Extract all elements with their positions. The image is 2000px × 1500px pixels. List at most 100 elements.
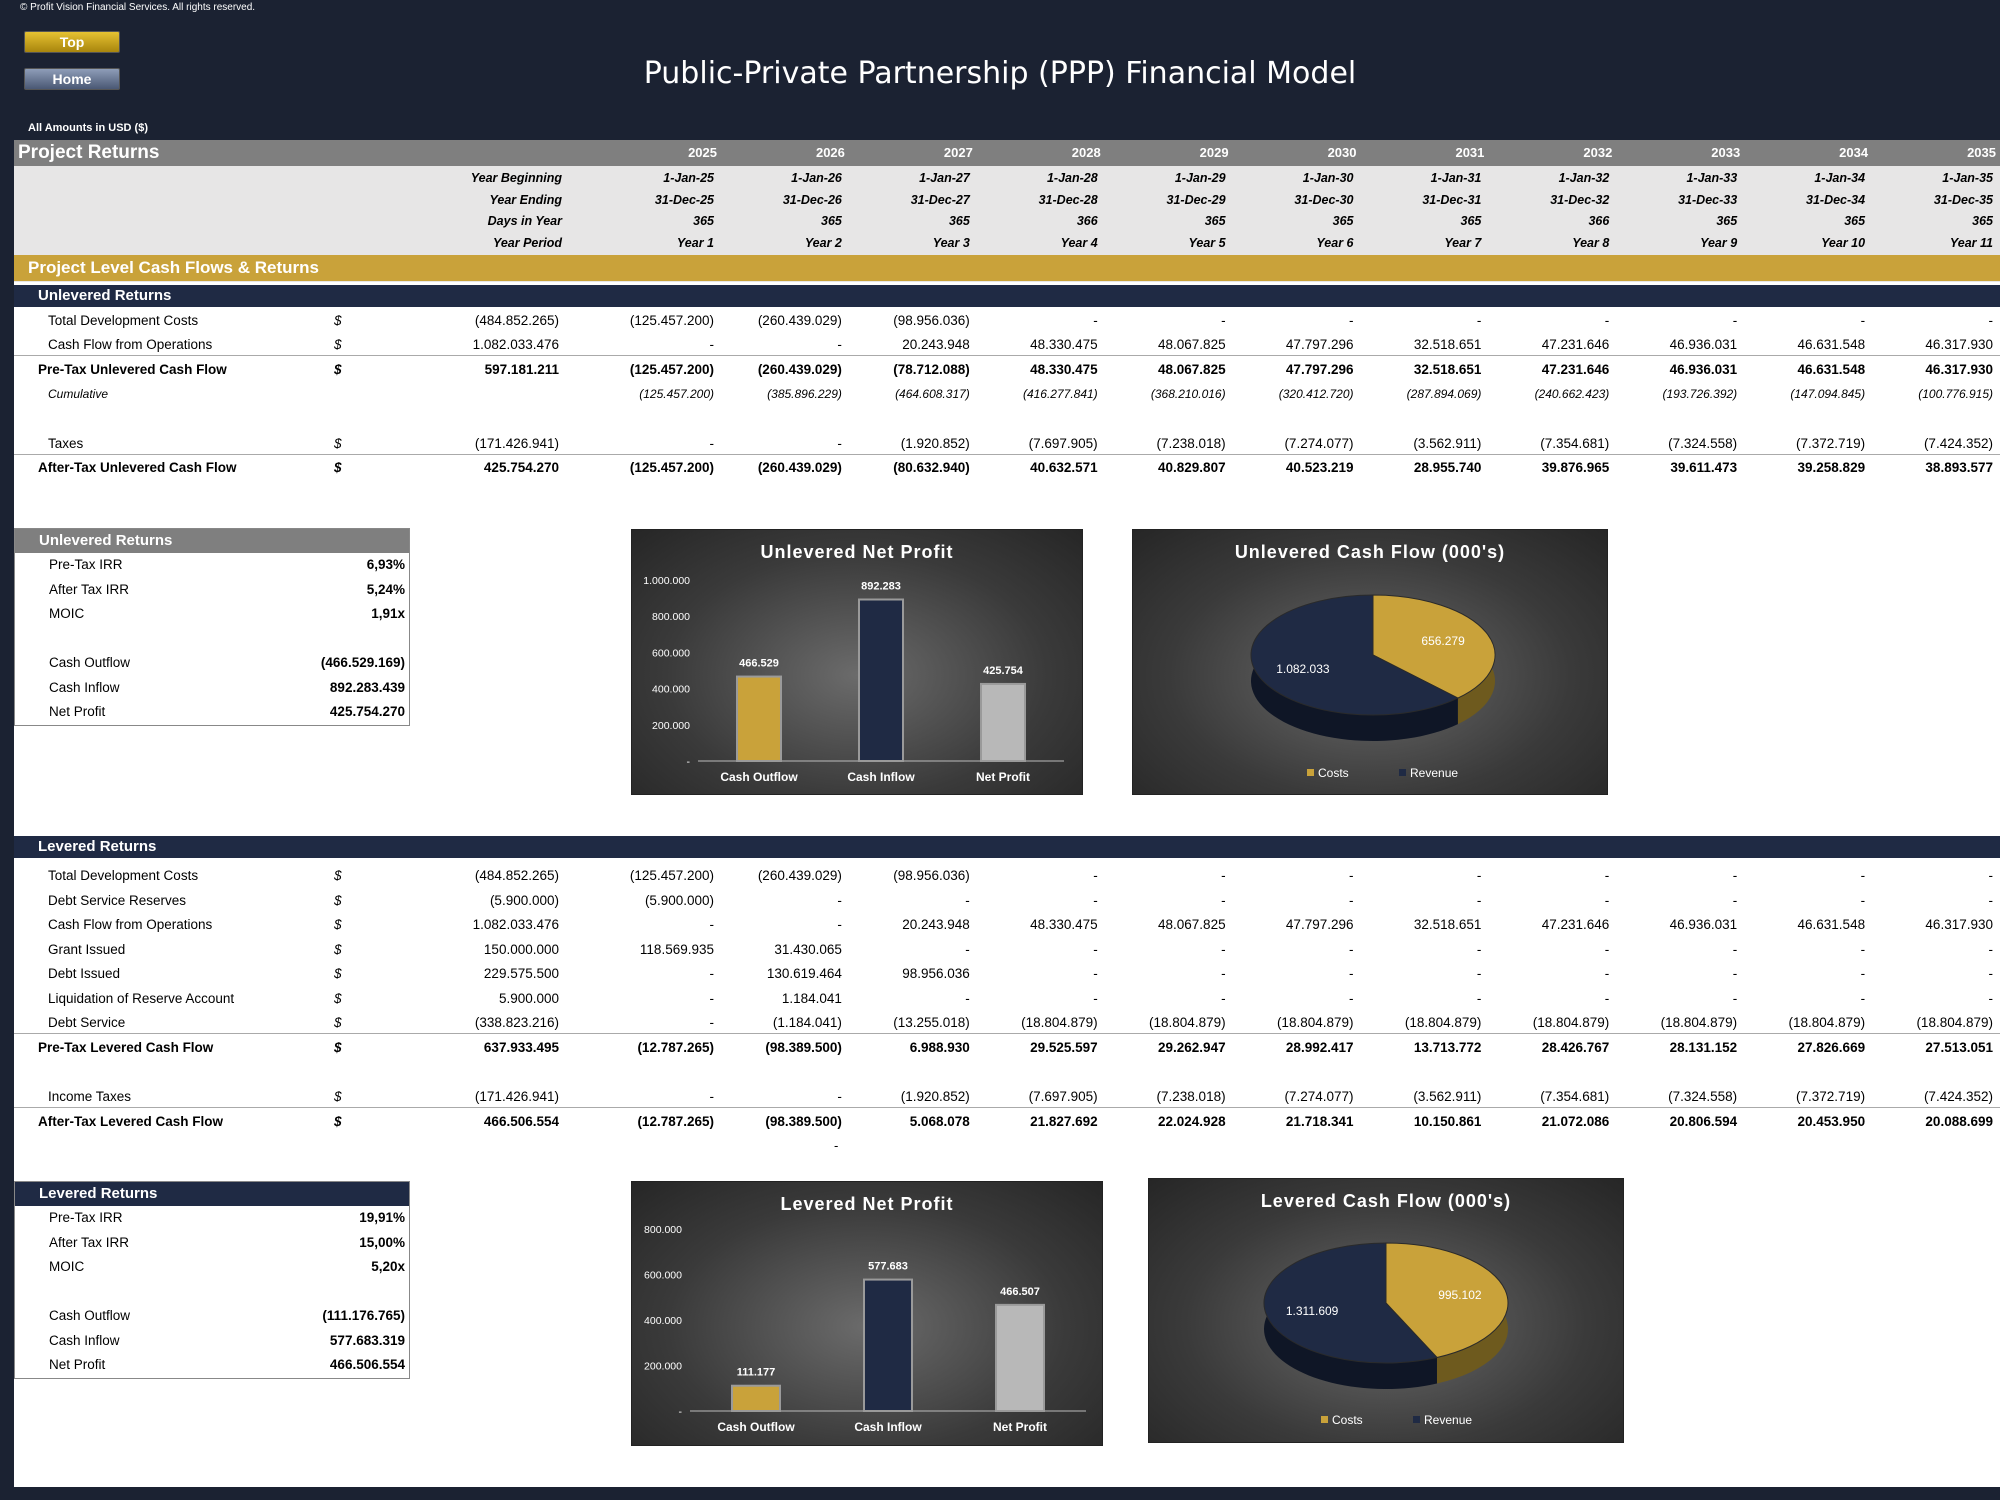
row-total: (484.852.265) bbox=[474, 868, 559, 883]
table-cell: (18.804.879) bbox=[1532, 1015, 1610, 1030]
summary-label: Net Profit bbox=[49, 704, 106, 719]
year-header: 2027 bbox=[943, 145, 973, 160]
currency-symbol: $ bbox=[334, 1040, 342, 1055]
currency-note: All Amounts in USD ($) bbox=[28, 122, 148, 134]
table-cell: - bbox=[965, 893, 970, 908]
table-cell: (18.804.879) bbox=[1021, 1015, 1098, 1030]
table-cell: - bbox=[1349, 893, 1354, 908]
table-cell: 40.523.219 bbox=[1285, 460, 1354, 475]
table-row: After-Tax Levered Cash Flow $466.506.554 (… bbox=[14, 1110, 2000, 1134]
row-total: 229.575.500 bbox=[483, 966, 559, 981]
table-cell: 46.936.031 bbox=[1669, 917, 1738, 932]
legend-label: Revenue bbox=[1424, 1413, 1472, 1427]
currency-symbol: $ bbox=[334, 991, 342, 1006]
table-cell: (7.274.077) bbox=[1284, 1089, 1354, 1104]
date-cell: 365 bbox=[821, 214, 842, 229]
table-cell: 118.569.935 bbox=[639, 942, 714, 957]
table-cell: - bbox=[709, 1089, 715, 1104]
data-label: 1.311.609 bbox=[1286, 1304, 1339, 1318]
date-row-label: Year Beginning bbox=[470, 171, 562, 185]
pie-chart-svg: 656.279 1.082.033 Costs Revenue bbox=[1250, 594, 1496, 780]
row-divider bbox=[14, 1033, 2000, 1034]
table-cell: 22.024.928 bbox=[1158, 1114, 1226, 1129]
table-cell: - bbox=[1860, 966, 1866, 981]
table-cell: 20.088.699 bbox=[1925, 1114, 1993, 1129]
date-cell: 1-Jan-32 bbox=[1558, 171, 1610, 185]
data-label: 995.102 bbox=[1438, 1288, 1482, 1302]
summary-row: MOIC 5,20x bbox=[15, 1255, 409, 1280]
table-cell: - bbox=[1860, 313, 1866, 328]
currency-symbol: $ bbox=[334, 868, 342, 883]
table-cell: (7.324.558) bbox=[1668, 1089, 1738, 1104]
row-label: Total Development Costs bbox=[48, 868, 199, 883]
table-cell: (98.389.500) bbox=[765, 1114, 842, 1129]
table-cell: (18.804.879) bbox=[1660, 1015, 1738, 1030]
table-cell: - bbox=[1732, 991, 1738, 1006]
date-cell: 366 bbox=[1588, 214, 1610, 229]
legend-label: Revenue bbox=[1410, 766, 1458, 780]
currency-symbol: $ bbox=[334, 917, 342, 932]
summary-label: Pre-Tax IRR bbox=[49, 1210, 123, 1225]
table-cell: 46.631.548 bbox=[1797, 337, 1866, 352]
row-label: Pre-Tax Levered Cash Flow bbox=[38, 1040, 214, 1055]
table-cell: (7.424.352) bbox=[1923, 1089, 1993, 1104]
row-total: 150.000.000 bbox=[483, 942, 559, 957]
table-cell: - bbox=[709, 991, 715, 1006]
date-cell: 1-Jan-27 bbox=[919, 171, 970, 185]
table-row: Liquidation of Reserve Account $5.900.000… bbox=[14, 987, 2000, 1011]
table-cell: - bbox=[1476, 942, 1482, 957]
summary-value: 6,93% bbox=[366, 557, 405, 572]
row-label: Pre-Tax Unlevered Cash Flow bbox=[38, 362, 227, 377]
date-row: Year Period Year 1 Year 2 Year 3 Year 4 Year … bbox=[14, 233, 2000, 255]
table-cell: - bbox=[1476, 868, 1482, 883]
table-cell: - bbox=[1093, 868, 1098, 883]
table-cell: (5.900.000) bbox=[644, 893, 714, 908]
row-divider bbox=[14, 1107, 2000, 1108]
date-cell: 365 bbox=[1972, 214, 1993, 229]
home-button[interactable]: Home bbox=[24, 68, 120, 90]
date-row: Year Ending 31-Dec-25 31-Dec-26 31-Dec-27 31… bbox=[14, 190, 2000, 212]
date-cell: 1-Jan-34 bbox=[1814, 171, 1866, 185]
table-cell: - bbox=[1988, 893, 1994, 908]
table-cell: - bbox=[837, 337, 842, 352]
table-cell: (7.354.681) bbox=[1540, 436, 1610, 451]
currency-symbol: $ bbox=[334, 1015, 342, 1030]
currency-symbol: $ bbox=[334, 1114, 342, 1129]
category-label: Net Profit bbox=[976, 770, 1030, 784]
table-cell: - bbox=[1349, 991, 1354, 1006]
y-tick-label: 800.000 bbox=[644, 1224, 682, 1236]
date-cell: Year 8 bbox=[1572, 236, 1610, 251]
date-cell: 31-Dec-34 bbox=[1806, 192, 1866, 207]
unlevered-header: Unlevered Returns bbox=[14, 285, 2000, 307]
summary-label: Cash Outflow bbox=[49, 1308, 131, 1323]
table-cell: (7.372.719) bbox=[1796, 436, 1866, 451]
table-cell: - bbox=[1860, 893, 1866, 908]
table-cell: 29.262.947 bbox=[1158, 1040, 1226, 1055]
table-cell: (464.608.317) bbox=[895, 387, 970, 401]
table-cell: (7.238.018) bbox=[1156, 436, 1226, 451]
year-header: 2026 bbox=[815, 145, 845, 160]
table-cell: (125.457.200) bbox=[629, 868, 714, 883]
summary-value: (111.176.765) bbox=[322, 1308, 405, 1323]
table-cell: 28.992.417 bbox=[1285, 1040, 1354, 1055]
row-total: (484.852.265) bbox=[474, 313, 559, 328]
table-cell: - bbox=[1476, 991, 1482, 1006]
summary-label: Cash Inflow bbox=[49, 679, 120, 695]
summary-label: After Tax IRR bbox=[49, 1234, 130, 1250]
table-cell: 46.317.930 bbox=[1925, 362, 1993, 377]
row-label: Grant Issued bbox=[48, 942, 126, 957]
summary-value: 15,00% bbox=[359, 1234, 405, 1250]
table-cell: (78.712.088) bbox=[893, 362, 970, 377]
row-total: 597.181.211 bbox=[484, 362, 559, 377]
table-row: Debt Service Reserves $ (5.900.000) (5.900.… bbox=[14, 889, 2000, 913]
y-tick-label: - bbox=[687, 756, 691, 768]
table-cell: - bbox=[1093, 893, 1098, 908]
table-cell: (125.457.200) bbox=[629, 313, 714, 328]
table-cell: - bbox=[1604, 313, 1610, 328]
y-tick-label: 400.000 bbox=[652, 684, 690, 696]
table-cell: 27.513.051 bbox=[1925, 1040, 1993, 1055]
table-cell: (3.562.911) bbox=[1413, 1089, 1482, 1104]
table-cell: - bbox=[1860, 991, 1866, 1006]
table-cell: 98.956.036 bbox=[902, 966, 970, 981]
top-button[interactable]: Top bbox=[24, 31, 120, 53]
